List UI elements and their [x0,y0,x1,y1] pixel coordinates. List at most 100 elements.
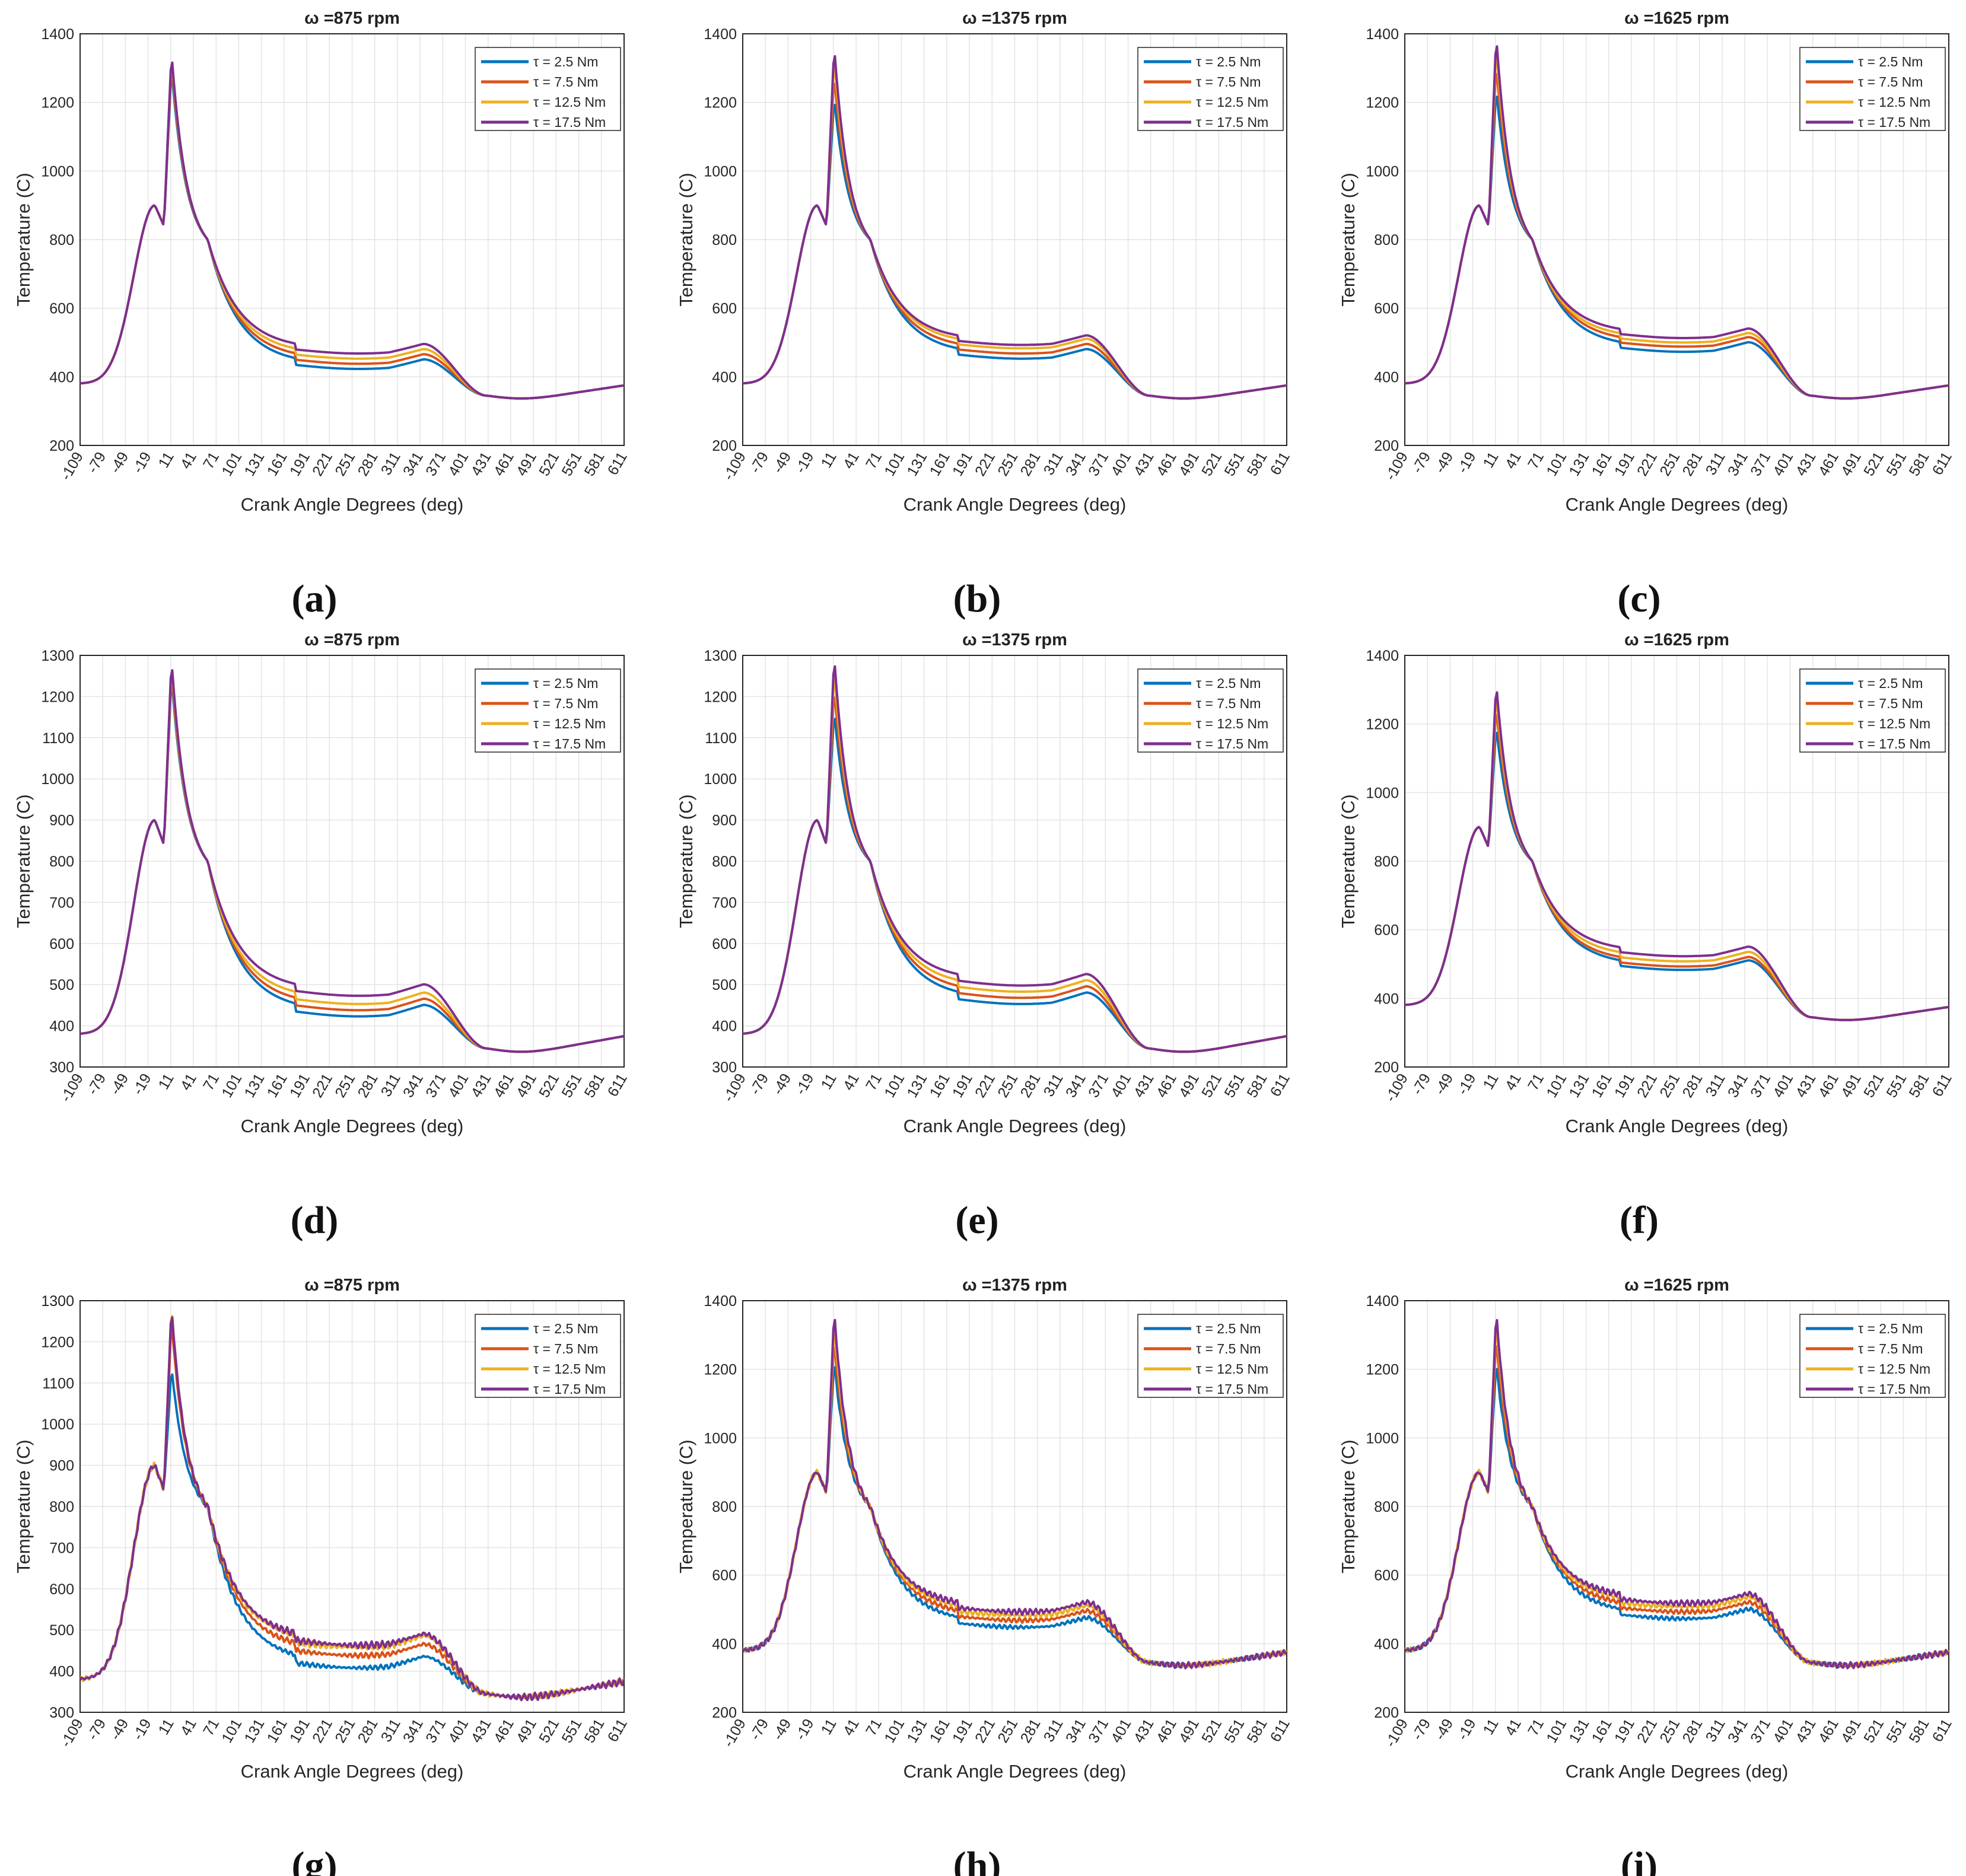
x-tick-label: 101 [881,449,908,479]
legend-entry: τ = 7.5 Nm [1196,1341,1261,1356]
x-tick-label: -49 [1431,1071,1456,1097]
y-tick-label: 1300 [704,648,737,664]
y-tick-label: 1100 [42,730,74,747]
x-tick-label: 461 [1153,449,1180,479]
x-tick-label: 161 [1589,449,1615,479]
axes-frame [79,1300,625,1713]
x-tick-label: 191 [287,449,313,479]
x-tick-label: 551 [1221,449,1248,479]
x-tick-label: 491 [513,449,540,479]
axes-frame [1404,1300,1949,1713]
y-axis-label: Temperature (C) [1338,173,1359,307]
x-axis-label: Crank Angle Degrees (deg) [241,1116,464,1136]
x-tick-label: 281 [1679,449,1706,479]
y-tick-label: 200 [1374,1059,1399,1076]
y-tick-label: 1400 [1366,26,1399,43]
legend-entry: τ = 2.5 Nm [533,54,598,69]
chart-panel: -109-79-49-19 11 41 71101131161191221251281… [13,630,631,1242]
x-tick-label: 491 [1838,449,1865,479]
x-tick-label: 341 [1725,1071,1751,1100]
x-axis-label: Crank Angle Degrees (deg) [904,494,1127,515]
y-tick-label: 1000 [41,163,74,180]
y-tick-label: 700 [49,1540,74,1556]
legend-entry: τ = 12.5 Nm [1858,1361,1930,1377]
x-tick-label: 371 [1747,1071,1774,1100]
x-tick-label: 491 [513,1071,540,1100]
x-tick-label: 191 [1611,1716,1638,1746]
x-tick-label: 41 [840,449,863,472]
chart-title: ω =875 rpm [304,1276,400,1295]
x-tick-label: 371 [1085,449,1112,479]
x-tick-label: 251 [994,1071,1021,1100]
x-tick-label: 191 [949,1716,976,1746]
x-tick-label: 11 [155,449,177,470]
legend-entry: τ = 17.5 Nm [1196,1381,1268,1397]
y-axis-label: Temperature (C) [13,794,34,928]
x-tick-label: 521 [1198,1071,1225,1100]
x-tick-label: 221 [309,1716,336,1746]
y-tick-label: 300 [49,1705,74,1721]
x-tick-label: 461 [491,1071,517,1100]
x-tick-label: 551 [558,1716,585,1746]
x-axis-label: Crank Angle Degrees (deg) [1566,494,1789,515]
x-tick-label: 41 [177,1071,200,1093]
x-tick-label: 131 [241,1716,268,1746]
x-tick-label: 281 [1679,1071,1706,1100]
y-tick-label: 700 [49,894,74,911]
x-tick-label: 281 [1017,1071,1044,1100]
x-tick-label: 41 [1502,449,1525,472]
x-tick-label: -79 [84,1716,109,1743]
x-tick-label: 251 [332,1071,358,1100]
x-tick-label: 221 [1634,1071,1660,1100]
x-tick-label: 11 [1480,449,1502,470]
x-tick-label: 341 [400,1716,427,1746]
x-tick-label: 161 [1589,1071,1615,1100]
x-tick-label: 221 [1634,449,1660,479]
legend-entry: τ = 2.5 Nm [1196,54,1261,69]
x-tick-label: 401 [1108,1716,1134,1746]
x-tick-label: 581 [1244,1716,1271,1746]
x-tick-label: 371 [1747,449,1774,479]
x-tick-label: -79 [1409,1071,1434,1097]
y-tick-label: 600 [49,1581,74,1598]
chart-panel: -109-79-49-19 11 41 71101131161191221251281… [1338,1276,1955,1876]
legend-entry: τ = 12.5 Nm [533,716,606,731]
x-tick-label: 131 [241,449,268,479]
x-tick-label: 431 [1131,449,1157,479]
legend-entry: τ = 7.5 Nm [533,74,598,90]
x-tick-label: 11 [1480,1716,1502,1737]
y-tick-label: 1300 [41,1293,74,1310]
y-tick-label: 600 [1374,1568,1399,1584]
x-tick-label: 311 [1703,449,1729,478]
x-tick-label: 611 [1929,1716,1955,1745]
x-tick-label: 11 [818,1716,840,1737]
legend-entry: τ = 2.5 Nm [533,1321,598,1336]
x-tick-label: 161 [927,449,953,479]
series-line [743,665,1287,1053]
x-tick-label: 161 [1589,1716,1615,1746]
x-tick-label: 101 [218,1716,245,1746]
axes-frame [742,1300,1287,1713]
x-tick-label: 11 [155,1716,177,1737]
x-tick-label: -79 [84,1071,109,1097]
legend-entry: τ = 7.5 Nm [1196,74,1261,90]
legend-entry: τ = 2.5 Nm [1858,1321,1923,1336]
x-tick-label: 611 [605,449,631,478]
x-tick-label: -79 [1409,449,1434,476]
x-tick-label: 191 [949,449,976,479]
chart-panel: -109-79-49-19 11 41 71101131161191221251281… [13,9,631,620]
y-tick-label: 400 [1374,1636,1399,1652]
chart-title: ω =1375 rpm [962,1276,1067,1295]
y-tick-label: 300 [49,1059,74,1076]
x-tick-label: 431 [1131,1716,1157,1746]
x-tick-label: 371 [422,449,449,479]
x-tick-label: 11 [818,1071,840,1092]
series-line [1405,45,1949,400]
subfigure-label: (h) [953,1844,1001,1876]
x-tick-label: 521 [1198,449,1225,479]
x-tick-label: 521 [536,1716,562,1746]
legend-entry: τ = 17.5 Nm [1858,736,1930,751]
y-tick-label: 1300 [41,648,74,664]
x-tick-label: -19 [1454,1071,1479,1097]
